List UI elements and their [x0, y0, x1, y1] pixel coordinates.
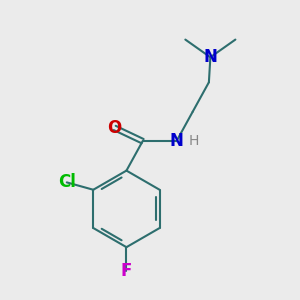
Text: H: H [189, 134, 200, 148]
Text: Cl: Cl [58, 173, 76, 191]
Text: F: F [121, 262, 132, 280]
Text: N: N [203, 48, 217, 66]
Text: N: N [169, 132, 183, 150]
Text: O: O [107, 119, 122, 137]
